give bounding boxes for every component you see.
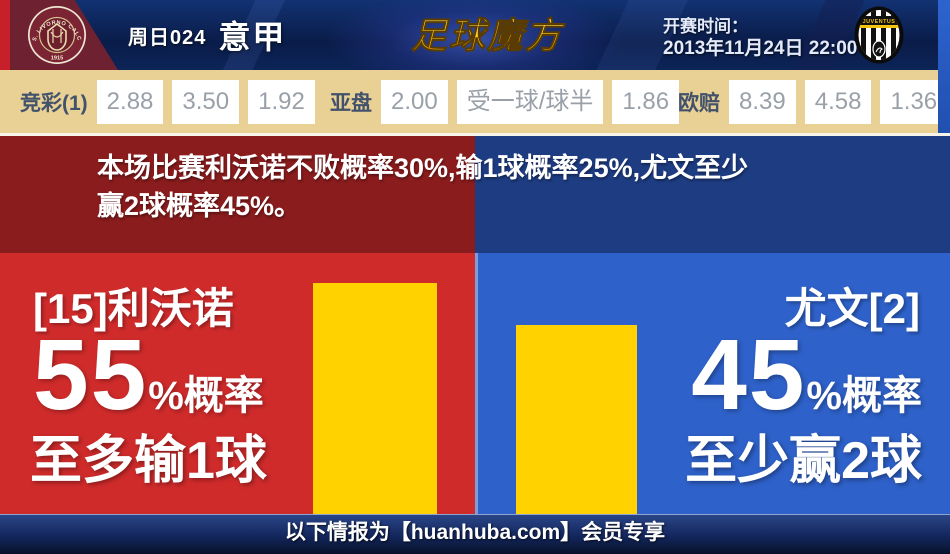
livorno-badge-icon: A.S. LIVORNO CALCIO 1915: [27, 5, 86, 64]
away-probability-suffix: %概率: [806, 374, 922, 418]
away-badge-text: JUVENTUS: [863, 19, 896, 25]
site-logo: 足球魔方: [411, 15, 566, 57]
odds-group-yapan: 亚盘 2.00 受一球/球半 1.86: [330, 70, 680, 133]
home-probability-value: 55: [33, 319, 149, 431]
away-probability: 45 %概率: [691, 325, 922, 425]
league-name: 意甲: [218, 19, 287, 55]
kickoff-label: 开赛时间：: [663, 17, 748, 36]
odds-value-box: 1.36: [880, 79, 948, 124]
summary-banner: 本场比赛利沃诺不败概率30%,输1球概率25%,尤文至少 赢2球概率45%。: [0, 136, 950, 253]
home-probability: 55 %概率: [33, 325, 264, 425]
away-probability-value: 45: [691, 319, 807, 431]
odds-label-oupei: 欧赔: [678, 91, 720, 115]
odds-label-jingcai: 竞彩(1): [20, 91, 88, 115]
odds-value-box: 2.00: [381, 79, 448, 124]
summary-text: 本场比赛利沃诺不败概率30%,输1球概率25%,尤文至少 赢2球概率45%。: [97, 149, 897, 225]
odds-row: 竞彩(1) 2.88 3.50 1.92 亚盘 2.00 受一球/球半 1.86…: [0, 70, 950, 133]
home-badge-year: 1915: [51, 56, 63, 62]
separator-line: [0, 133, 950, 136]
kickoff-time: 2013年11月24日 22:00: [663, 38, 858, 59]
away-outcome: 至少赢2球: [685, 432, 922, 490]
footer-bar: 以下情报为【huanhuba.com】会员专享: [0, 514, 950, 554]
right-blue-stripe: [938, 0, 950, 133]
odds-value-box: 8.39: [729, 79, 796, 124]
site-logo-text: 足球魔方: [411, 15, 566, 56]
odds-value-box: 3.50: [172, 79, 240, 124]
header-bar: A.S. LIVORNO CALCIO 1915 周日024 意甲 足球魔方 开…: [0, 0, 950, 70]
odds-value-box: 1.86: [612, 79, 680, 124]
left-red-stripe: [0, 0, 10, 70]
logo-glow: [320, 0, 630, 70]
odds-group-oupei: 欧赔 8.39 4.58 1.36: [678, 70, 948, 133]
summary-line-2: 赢2球概率45%。: [97, 191, 302, 221]
odds-label-yapan: 亚盘: [330, 91, 372, 115]
home-probability-suffix: %概率: [148, 374, 264, 418]
home-team-name: [15]利沃诺: [33, 285, 234, 332]
odds-value-box: 2.88: [96, 79, 164, 124]
kickoff-block: 开赛时间： 2013年11月24日 22:00: [663, 16, 857, 61]
probability-comparison: [15]利沃诺 55 %概率 至多输1球 尤文[2] 45 %概率 至少赢2球: [0, 253, 950, 514]
league-block: 周日024 意甲: [128, 0, 286, 70]
odds-handicap-box: 受一球/球半: [456, 79, 604, 124]
odds-value-box: 1.92: [248, 79, 315, 124]
round-label: 周日024: [128, 26, 207, 49]
odds-group-jingcai: 竞彩(1) 2.88 3.50 1.92: [20, 70, 315, 133]
footer-text: 以下情报为【huanhuba.com】会员专享: [284, 521, 666, 544]
home-outcome: 至多输1球: [30, 432, 267, 490]
home-probability-bar: [313, 283, 437, 514]
odds-value-box: 4.58: [804, 79, 872, 124]
banner-blue-half: [475, 136, 950, 253]
away-team-name: 尤文[2]: [784, 285, 920, 332]
away-probability-bar: [516, 325, 637, 514]
banner-red-half: [0, 136, 475, 253]
summary-line-1: 本场比赛利沃诺不败概率30%,输1球概率25%,尤文至少: [97, 153, 749, 183]
juventus-badge-icon: JUVENTUS: [854, 6, 904, 64]
